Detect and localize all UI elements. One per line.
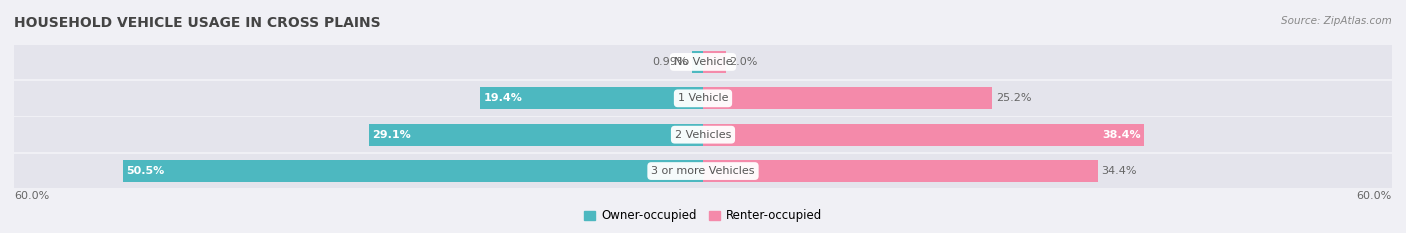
Bar	[14, 117, 703, 152]
Text: 38.4%: 38.4%	[1102, 130, 1140, 140]
Bar	[703, 117, 1392, 152]
Text: 2 Vehicles: 2 Vehicles	[675, 130, 731, 140]
Text: 19.4%: 19.4%	[484, 93, 523, 103]
Bar	[703, 124, 1144, 146]
Text: 1 Vehicle: 1 Vehicle	[678, 93, 728, 103]
Legend: Owner-occupied, Renter-occupied: Owner-occupied, Renter-occupied	[579, 205, 827, 227]
Text: 50.5%: 50.5%	[127, 166, 165, 176]
Bar	[14, 81, 703, 116]
Bar	[368, 124, 703, 146]
Bar	[703, 81, 1392, 116]
Bar	[703, 51, 725, 73]
Text: No Vehicle: No Vehicle	[673, 57, 733, 67]
Bar	[692, 51, 703, 73]
Text: 34.4%: 34.4%	[1101, 166, 1137, 176]
Text: Source: ZipAtlas.com: Source: ZipAtlas.com	[1281, 16, 1392, 26]
Text: 0.99%: 0.99%	[652, 57, 688, 67]
Bar	[14, 154, 703, 188]
Bar	[703, 154, 1392, 188]
Bar	[703, 160, 1098, 182]
Text: 2.0%: 2.0%	[730, 57, 758, 67]
Bar	[703, 45, 1392, 79]
Bar	[124, 160, 703, 182]
Text: HOUSEHOLD VEHICLE USAGE IN CROSS PLAINS: HOUSEHOLD VEHICLE USAGE IN CROSS PLAINS	[14, 16, 381, 30]
Text: 3 or more Vehicles: 3 or more Vehicles	[651, 166, 755, 176]
Bar	[14, 45, 703, 79]
Text: 29.1%: 29.1%	[373, 130, 411, 140]
Text: 60.0%: 60.0%	[1357, 191, 1392, 201]
Bar	[481, 87, 703, 109]
Text: 25.2%: 25.2%	[995, 93, 1031, 103]
Text: 60.0%: 60.0%	[14, 191, 49, 201]
Bar	[703, 87, 993, 109]
